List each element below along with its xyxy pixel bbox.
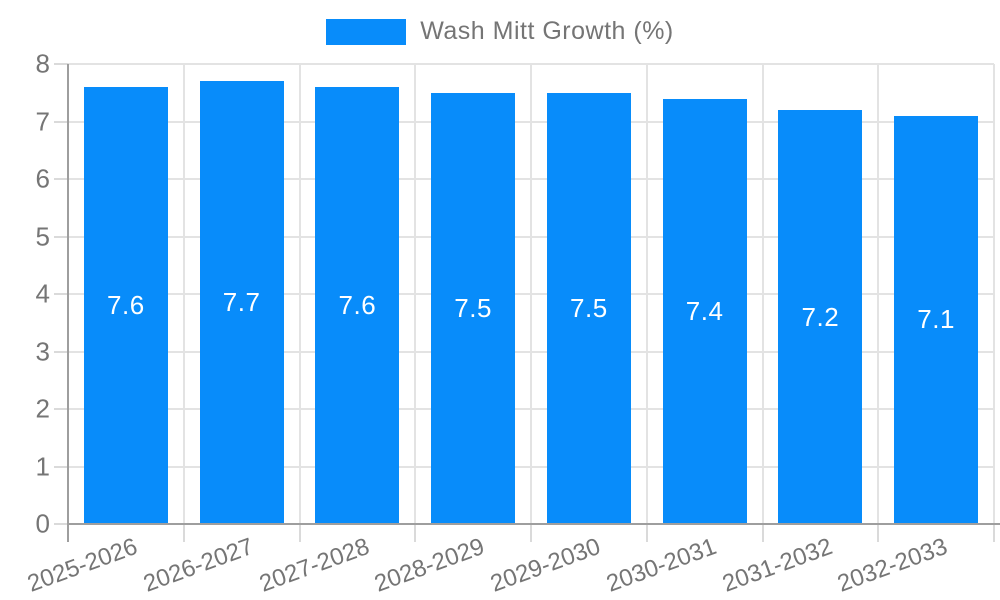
bar-value-label: 7.1	[917, 304, 955, 335]
gridline-vertical	[761, 64, 764, 524]
x-tick-label: 2027-2028	[255, 533, 373, 598]
y-tick-label: 6	[35, 163, 50, 194]
y-tick-label: 2	[35, 393, 50, 424]
y-axis-tick	[54, 408, 68, 410]
x-tick-label: 2025-2026	[24, 533, 142, 598]
x-tick-label: 2026-2027	[139, 533, 257, 598]
x-axis-tick	[877, 524, 880, 542]
x-axis-tick	[530, 524, 532, 542]
bar-2030-2031[interactable]: 7.4	[662, 98, 747, 524]
bar-2028-2029[interactable]: 7.5	[431, 92, 516, 524]
x-axis-line	[67, 523, 1000, 525]
gridline-vertical	[414, 64, 417, 524]
x-tick-label: 2032-2033	[834, 533, 952, 598]
y-axis-tick	[54, 523, 68, 525]
y-tick-label: 4	[35, 278, 50, 309]
y-tick-label: 3	[35, 336, 50, 366]
bar-2027-2028[interactable]: 7.6	[315, 87, 400, 524]
legend-item-wash-mitt-growth[interactable]: Wash Mitt Growth (%)	[326, 17, 674, 46]
bar-value-label: 7.2	[801, 301, 840, 332]
legend: Wash Mitt Growth (%)	[0, 17, 1000, 46]
gridline-vertical	[645, 64, 648, 524]
gridline-vertical	[182, 64, 185, 524]
bar-2026-2027[interactable]: 7.7	[199, 81, 284, 524]
bar-2032-2033[interactable]: 7.1	[894, 115, 979, 524]
y-axis-tick	[54, 120, 68, 123]
y-tick-label: 1	[35, 451, 50, 481]
bar-value-label: 7.6	[338, 290, 377, 320]
bar-2031-2032[interactable]: 7.2	[778, 110, 863, 524]
y-axis-tick	[54, 178, 68, 180]
bar-2029-2030[interactable]: 7.5	[546, 92, 631, 524]
x-axis-tick	[761, 524, 764, 542]
x-tick-label: 2030-2031	[602, 533, 720, 598]
y-axis-line	[67, 64, 69, 542]
gridline-vertical	[993, 64, 995, 524]
y-tick-label: 5	[35, 221, 50, 251]
bar-value-label: 7.4	[685, 295, 724, 326]
y-tick-label: 8	[35, 48, 50, 79]
gridline-vertical	[530, 64, 532, 524]
x-tick-label: 2031-2032	[718, 533, 836, 598]
bar-2025-2026[interactable]: 7.6	[83, 87, 168, 524]
y-axis-tick	[54, 350, 68, 353]
x-axis-tick	[298, 524, 301, 542]
bar-value-label: 7.5	[570, 292, 608, 323]
bar-value-label: 7.6	[107, 290, 145, 320]
x-axis-tick	[993, 524, 995, 542]
gridline-vertical	[298, 64, 301, 524]
x-tick-label: 2028-2029	[371, 533, 489, 598]
bar-value-label: 7.5	[454, 292, 492, 323]
x-axis-tick	[182, 524, 185, 542]
legend-label: Wash Mitt Growth (%)	[420, 17, 674, 45]
x-axis-tick	[645, 524, 648, 542]
y-axis-tick	[54, 63, 68, 65]
y-axis-tick	[54, 293, 68, 295]
y-tick-label: 0	[35, 508, 50, 539]
y-tick-label: 7	[35, 106, 50, 136]
y-axis-tick	[54, 235, 68, 238]
x-axis-tick	[414, 524, 417, 542]
gridline-vertical	[877, 64, 880, 524]
x-tick-label: 2029-2030	[487, 533, 605, 598]
legend-swatch-icon	[326, 18, 407, 45]
y-axis-tick	[54, 465, 68, 468]
bar-value-label: 7.7	[222, 287, 261, 318]
